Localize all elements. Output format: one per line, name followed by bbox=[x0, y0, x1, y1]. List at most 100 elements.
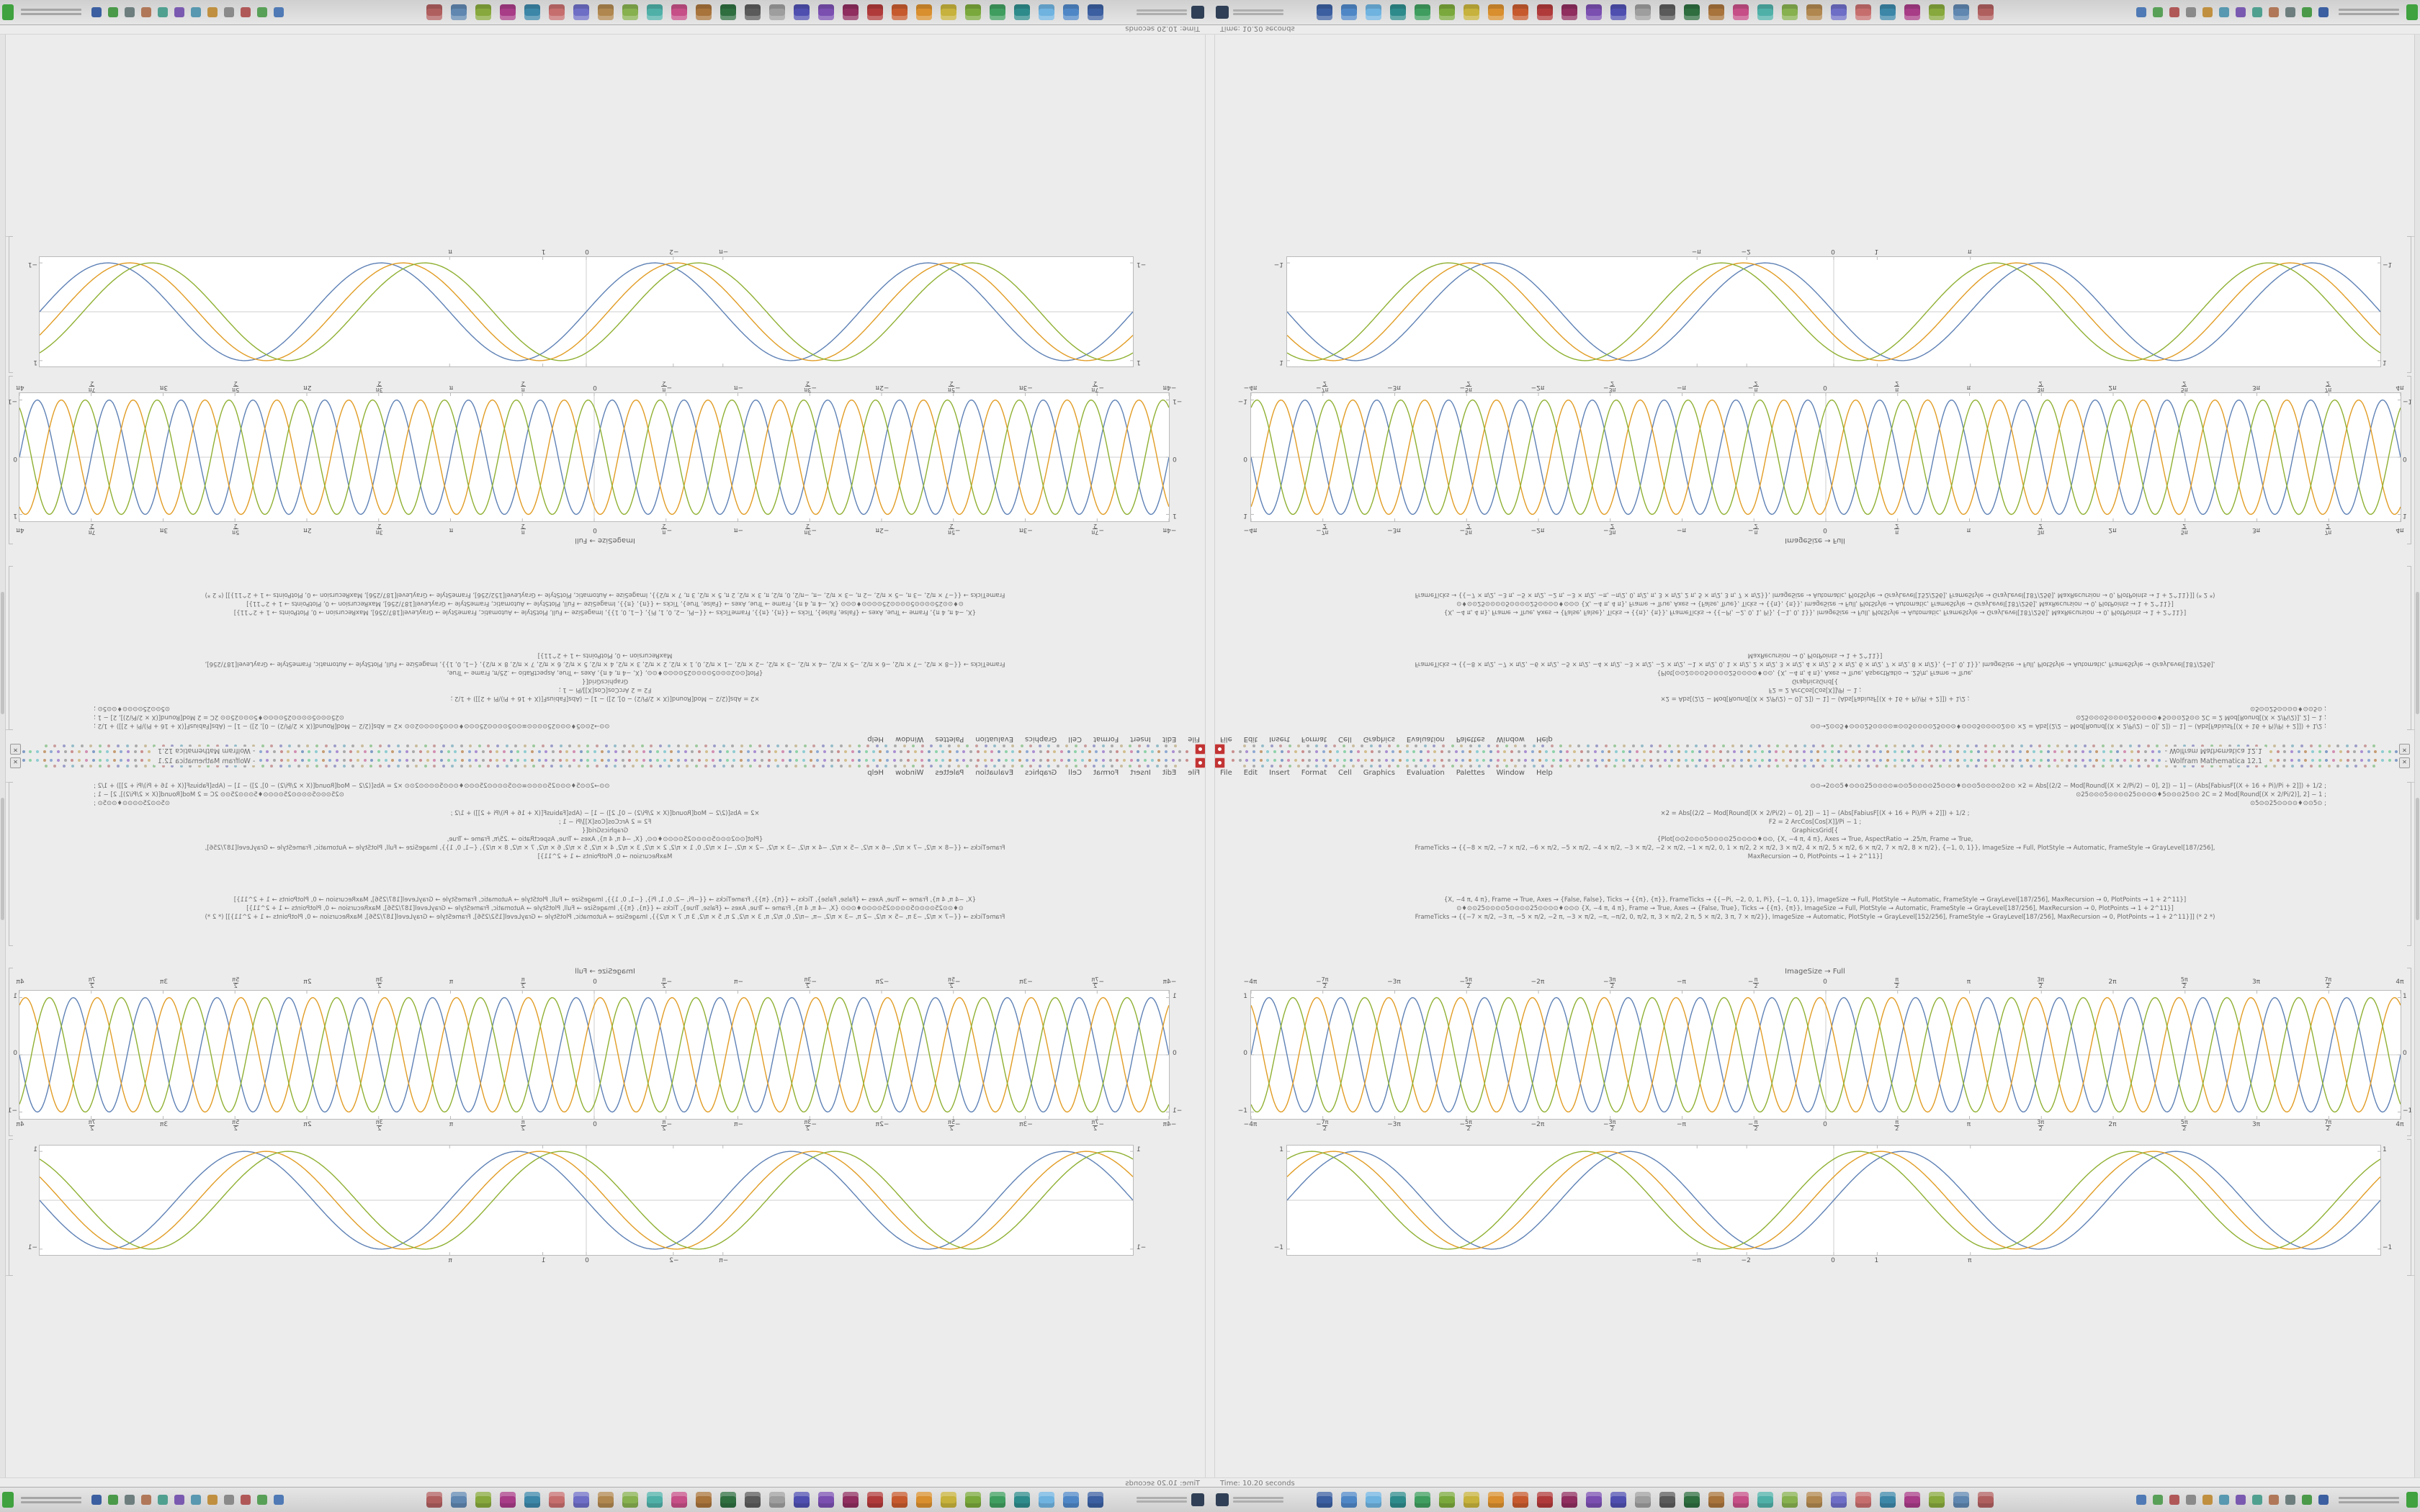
taskbar-app-icon[interactable] bbox=[769, 4, 785, 20]
menu-item-window[interactable]: Window bbox=[1496, 735, 1525, 743]
taskbar-app-icon[interactable] bbox=[1929, 4, 1945, 20]
cell-bracket-plot1[interactable] bbox=[9, 968, 13, 1136]
tray-icon[interactable] bbox=[2318, 7, 2329, 17]
cell-bracket-plot1[interactable] bbox=[9, 376, 13, 544]
cell-bracket-plot2[interactable] bbox=[9, 236, 13, 373]
tray-icon[interactable] bbox=[2302, 1495, 2312, 1505]
taskbar-app-icon[interactable] bbox=[1831, 1492, 1847, 1508]
code-line[interactable]: GraphicsGrid[{ bbox=[1791, 827, 1839, 834]
menu-item-file[interactable]: File bbox=[1188, 769, 1200, 777]
taskbar-app-icon[interactable] bbox=[1561, 1492, 1577, 1508]
taskbar-app-icon[interactable] bbox=[1782, 1492, 1798, 1508]
code-cell-3[interactable]: {X, −4 π, 4 π}, Frame → True, Axes → {Fa… bbox=[1253, 896, 2377, 922]
code-line[interactable]: ×2 = Abs[(2/2 − Mod[Round[(X × 2/Pi/2) −… bbox=[1660, 695, 1970, 702]
taskbar-app-icon[interactable] bbox=[965, 4, 981, 20]
taskbar-app-icon[interactable] bbox=[671, 1492, 687, 1508]
taskbar-app-icon[interactable] bbox=[598, 1492, 614, 1508]
menu-item-cell[interactable]: Cell bbox=[1068, 769, 1082, 777]
tray-icon[interactable] bbox=[2153, 1495, 2163, 1505]
tray-icon[interactable] bbox=[2302, 7, 2312, 17]
tray-icon[interactable] bbox=[241, 7, 251, 17]
tray-icon[interactable] bbox=[91, 7, 102, 17]
start-menu-icon[interactable] bbox=[1216, 1493, 1229, 1506]
tray-icon[interactable] bbox=[191, 1495, 201, 1505]
taskbar-app-icon[interactable] bbox=[1415, 4, 1430, 20]
taskbar-app-icon[interactable] bbox=[1366, 4, 1381, 20]
taskbar-app-icon[interactable] bbox=[843, 4, 859, 20]
tray-icon[interactable] bbox=[224, 7, 234, 17]
tray-icon[interactable] bbox=[207, 1495, 218, 1505]
taskbar-app-icon[interactable] bbox=[647, 1492, 663, 1508]
taskbar-app-icon[interactable] bbox=[990, 1492, 1005, 1508]
taskbar-app-icon[interactable] bbox=[1014, 4, 1030, 20]
tray-icon[interactable] bbox=[207, 7, 218, 17]
taskbar-app-icon[interactable] bbox=[475, 4, 491, 20]
start-menu-icon[interactable] bbox=[1191, 1493, 1204, 1506]
taskbar-app-icon[interactable] bbox=[990, 4, 1005, 20]
plot-frame[interactable] bbox=[1286, 256, 2381, 367]
taskbar-app-icon[interactable] bbox=[1390, 1492, 1406, 1508]
tray-icon[interactable] bbox=[274, 1495, 284, 1505]
menu-item-graphics[interactable]: Graphics bbox=[1363, 769, 1395, 777]
taskbar-app-icon[interactable] bbox=[1390, 4, 1406, 20]
scrollbar-thumb[interactable] bbox=[2416, 798, 2419, 920]
vertical-scrollbar[interactable] bbox=[0, 756, 6, 1477]
taskbar-app-icon[interactable] bbox=[1953, 4, 1969, 20]
tray-icon[interactable] bbox=[2186, 1495, 2196, 1505]
code-line[interactable]: F2 = 2 ArcCos[Cos[X]]/Pi − 1 ; bbox=[558, 686, 652, 693]
taskbar-app-icon[interactable] bbox=[573, 1492, 589, 1508]
taskbar-app-icon[interactable] bbox=[1635, 1492, 1651, 1508]
code-line[interactable]: F2 = 2 ArcCos[Cos[X]]/Pi − 1 ; bbox=[1768, 819, 1862, 826]
cell-bracket-plot1[interactable] bbox=[2407, 376, 2411, 544]
code-cell-2[interactable]: ×2 = Abs[(2/2 − Mod[Round[(X × 2/Pi/2) −… bbox=[43, 809, 1167, 861]
code-line[interactable]: ⊙5⊙⊙25⊙⊙⊙⊙♦⊙⊙5⊙ ; bbox=[2249, 800, 2326, 807]
code-line[interactable]: ⊙25⊙⊙⊙5⊙⊙⊙⊙25⊙⊙⊙⊙♦5⊙⊙⊙25⊙⊙ 2C = 2 Mod[Ro… bbox=[94, 714, 344, 721]
taskbar-app-icon[interactable] bbox=[1317, 1492, 1332, 1508]
code-line[interactable]: F2 = 2 ArcCos[Cos[X]]/Pi − 1 ; bbox=[558, 819, 652, 826]
tray-icon[interactable] bbox=[174, 7, 184, 17]
code-line[interactable]: GraphicsGrid[{ bbox=[581, 678, 629, 685]
menu-item-help[interactable]: Help bbox=[867, 735, 884, 743]
code-line[interactable]: ⊙25⊙⊙⊙5⊙⊙⊙⊙25⊙⊙⊙⊙♦5⊙⊙⊙25⊙⊙ 2C = 2 Mod[Ro… bbox=[2076, 791, 2326, 798]
close-icon[interactable]: ✕ bbox=[2399, 757, 2410, 768]
taskbar-app-icon[interactable] bbox=[1929, 1492, 1945, 1508]
code-cell-3[interactable]: {X, −4 π, 4 π}, Frame → True, Axes → {Fa… bbox=[43, 896, 1167, 922]
plot-frame[interactable] bbox=[19, 990, 1170, 1120]
taskbar-app-icon[interactable] bbox=[1415, 1492, 1430, 1508]
taskbar-app-icon[interactable] bbox=[916, 4, 932, 20]
taskbar-app-icon[interactable] bbox=[573, 4, 589, 20]
code-line[interactable]: MaxRecursion → 0, PlotPoints → 1 + 2^11}… bbox=[537, 652, 673, 659]
menu-item-help[interactable]: Help bbox=[1536, 769, 1553, 777]
menu-item-palettes[interactable]: Palettes bbox=[1456, 769, 1485, 777]
code-line[interactable]: ⊙5⊙⊙25⊙⊙⊙⊙♦⊙⊙5⊙ ; bbox=[94, 705, 171, 712]
menu-item-evaluation[interactable]: Evaluation bbox=[1406, 769, 1445, 777]
taskbar-app-icon[interactable] bbox=[1014, 1492, 1030, 1508]
menu-item-palettes[interactable]: Palettes bbox=[1456, 735, 1485, 743]
tray-icon[interactable] bbox=[158, 1495, 168, 1505]
menu-item-format[interactable]: Format bbox=[1093, 769, 1119, 777]
menu-item-file[interactable]: File bbox=[1220, 735, 1232, 743]
code-line[interactable]: FrameTicks → {{−8 × π/2, −7 × π/2, −6 × … bbox=[205, 845, 1005, 852]
taskbar-app-icon[interactable] bbox=[941, 1492, 956, 1508]
code-cell-1[interactable]: ⊙⊙→2⊙⊙5♦⊙⊙⊙25⊙⊙⊙⊙≡⊙⊙5⊙⊙⊙⊙25⊙⊙⊙♦⊙⊙⊙5⊙⊙⊙⊙2… bbox=[1253, 782, 2327, 808]
menu-item-edit[interactable]: Edit bbox=[1243, 769, 1258, 777]
taskbar-app-icon[interactable] bbox=[1341, 4, 1357, 20]
tray-icon[interactable] bbox=[125, 7, 135, 17]
tray-icon[interactable] bbox=[2169, 7, 2179, 17]
taskbar-app-icon[interactable] bbox=[500, 1492, 516, 1508]
cell-bracket-plot2[interactable] bbox=[2407, 1139, 2411, 1276]
menu-item-evaluation[interactable]: Evaluation bbox=[975, 735, 1014, 743]
menu-item-graphics[interactable]: Graphics bbox=[1363, 735, 1395, 743]
taskbar-app-icon[interactable] bbox=[720, 4, 736, 20]
taskbar-app-icon[interactable] bbox=[1488, 4, 1504, 20]
code-line[interactable]: ⊙⊙→2⊙⊙5♦⊙⊙⊙25⊙⊙⊙⊙≡⊙⊙5⊙⊙⊙⊙25⊙⊙⊙♦⊙⊙⊙5⊙⊙⊙⊙2… bbox=[94, 722, 610, 729]
code-line[interactable]: FrameTicks → {{−7 × π/2, −3 π, −5 × π/2,… bbox=[205, 914, 1005, 921]
menu-item-window[interactable]: Window bbox=[895, 735, 924, 743]
menu-item-insert[interactable]: Insert bbox=[1269, 735, 1290, 743]
vertical-scrollbar[interactable] bbox=[2414, 35, 2420, 756]
taskbar-app-icon[interactable] bbox=[1439, 1492, 1455, 1508]
plot-frame[interactable] bbox=[39, 1145, 1134, 1256]
taskbar-app-icon[interactable] bbox=[1733, 4, 1749, 20]
taskbar-app-icon[interactable] bbox=[475, 1492, 491, 1508]
menu-item-edit[interactable]: Edit bbox=[1162, 735, 1177, 743]
